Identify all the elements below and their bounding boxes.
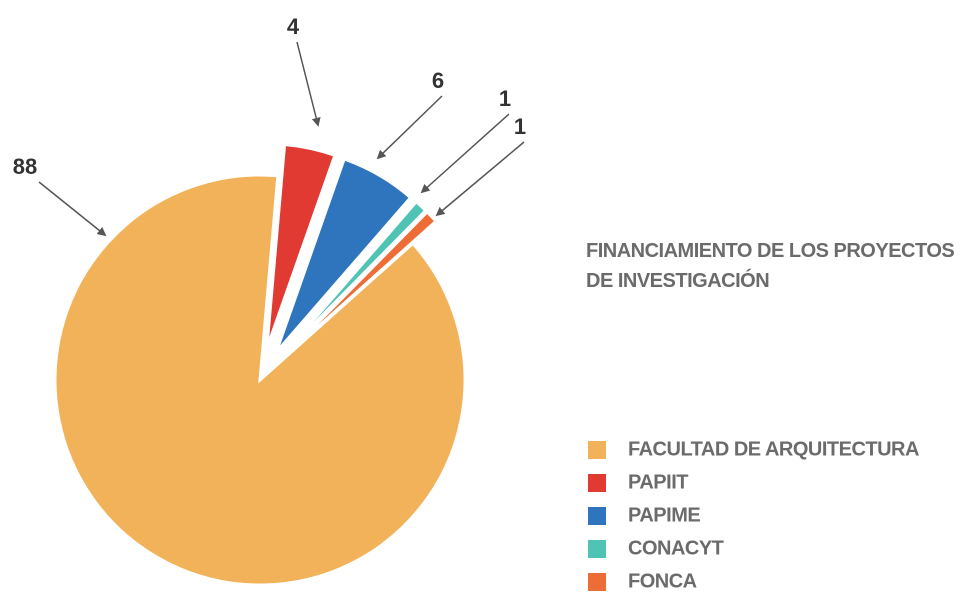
pie-slice [274, 157, 413, 354]
data-label: 6 [432, 68, 444, 93]
leader-line [376, 95, 443, 160]
legend-swatch [588, 507, 606, 525]
pie-slice [265, 142, 337, 350]
legend-swatch [588, 573, 606, 591]
leader-line [38, 181, 107, 237]
leader-line [420, 113, 510, 194]
legend-label: FONCA [628, 570, 697, 592]
data-label: 4 [287, 14, 300, 39]
legend-swatch [588, 540, 606, 558]
data-label: 88 [13, 154, 37, 179]
legend-label: CONACYT [628, 537, 724, 559]
data-label: 1 [514, 114, 526, 139]
legend-swatch [588, 441, 606, 459]
chart-title: FINANCIAMIENTO DE LOS PROYECTOS DE INVES… [586, 240, 955, 292]
legend-swatch [588, 474, 606, 492]
legend-label: PAPIME [628, 504, 700, 526]
pie-slice [282, 209, 439, 360]
leader-line [296, 41, 321, 127]
data-label: 1 [499, 86, 511, 111]
leader-line [435, 141, 525, 217]
legend-label: FACULTAD DE ARQUITECTURA [628, 438, 919, 460]
legend-label: PAPIIT [628, 471, 688, 493]
pie-slice [280, 199, 428, 358]
pie-slice [53, 173, 467, 587]
